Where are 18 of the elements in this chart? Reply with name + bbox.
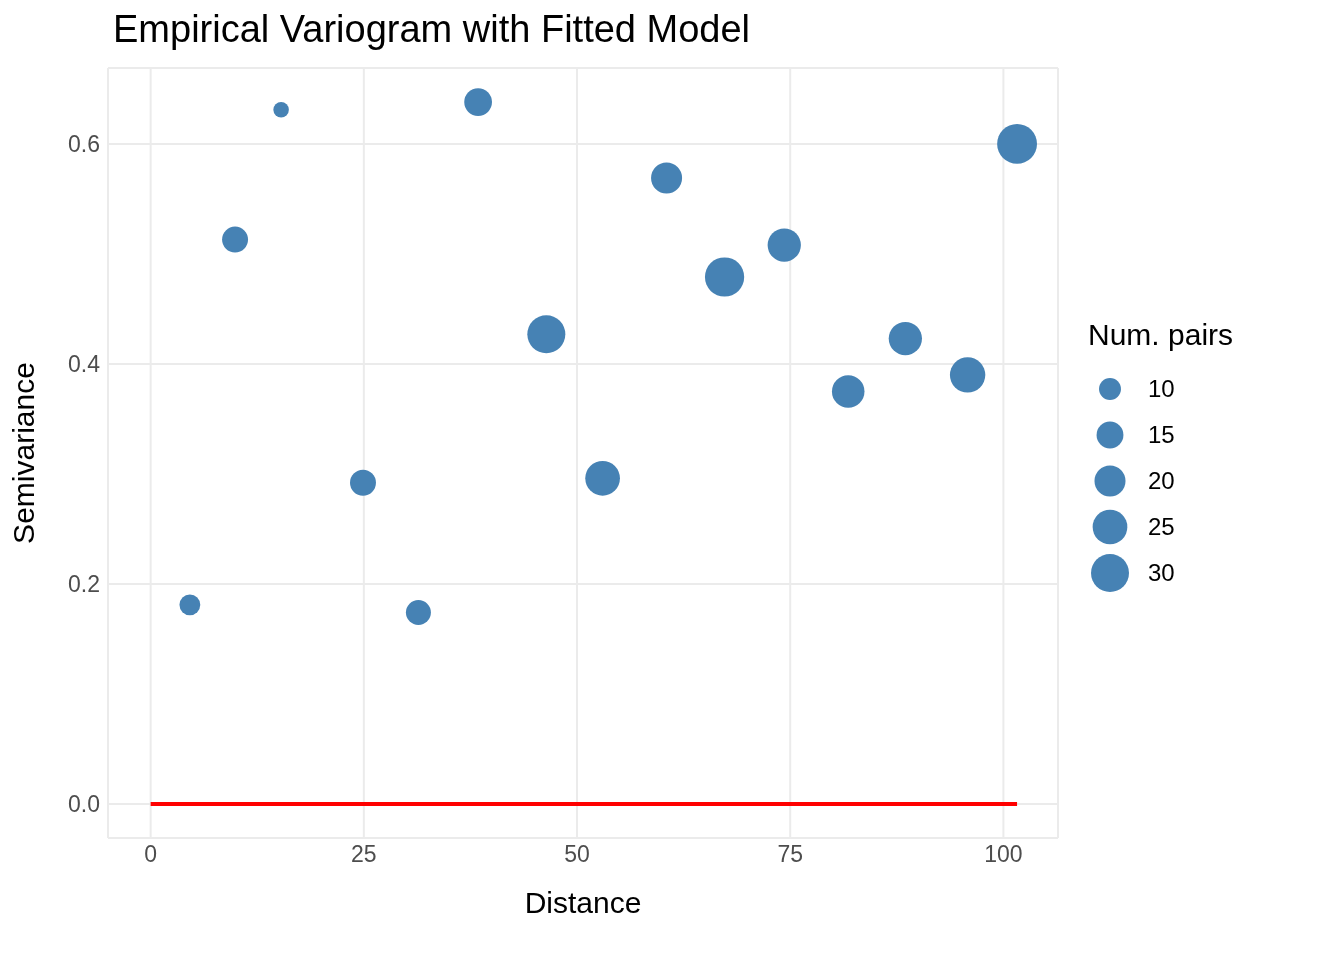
x-tick-label: 0	[144, 841, 158, 868]
x-tick-label: 75	[777, 841, 804, 868]
x-tick-label: 25	[351, 841, 377, 868]
y-tick-label: 0.0	[68, 791, 100, 818]
legend-label: 30	[1148, 559, 1175, 587]
chart-title: Empirical Variogram with Fitted Model	[113, 8, 752, 52]
x-axis-title: Distance	[524, 886, 642, 919]
x-tick-label: 50	[564, 841, 590, 868]
y-tick-label: 0.2	[68, 571, 100, 598]
y-tick-label: 0.6	[68, 131, 100, 158]
legend-label: 15	[1148, 421, 1175, 449]
y-axis-title: Semivariance	[6, 362, 40, 544]
y-tick-label: 0.4	[68, 351, 101, 378]
x-tick-label: 100	[984, 841, 1023, 868]
legend-title: Num. pairs	[1088, 318, 1234, 352]
legend-label: 20	[1148, 467, 1175, 495]
legend-label: 10	[1148, 375, 1175, 403]
legend-label: 25	[1148, 513, 1175, 541]
